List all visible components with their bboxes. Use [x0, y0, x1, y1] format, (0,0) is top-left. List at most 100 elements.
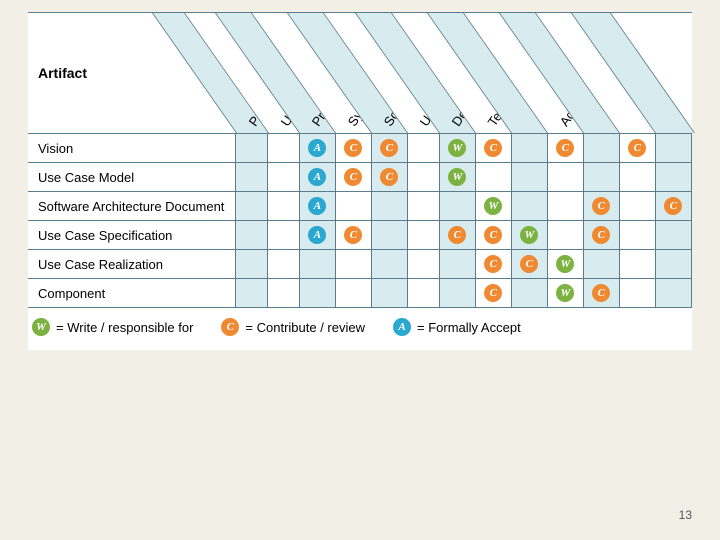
- badge-W: W: [32, 318, 50, 336]
- matrix-cell: [407, 163, 439, 192]
- matrix-cell: C: [655, 192, 691, 221]
- matrix-cell: [439, 279, 475, 308]
- matrix-cell: [583, 250, 619, 279]
- matrix-cell: C: [583, 192, 619, 221]
- badge-C: C: [484, 255, 502, 273]
- matrix-cell: [268, 163, 300, 192]
- matrix-cell: C: [619, 134, 655, 163]
- legend-item: W = Write / responsible for: [32, 318, 193, 336]
- matrix-card: Artifact Project OwnerUserProject Manage…: [28, 12, 692, 350]
- matrix-cell: [511, 163, 547, 192]
- artifact-name: Use Case Realization: [28, 250, 236, 279]
- page: Artifact Project OwnerUserProject Manage…: [0, 0, 720, 540]
- matrix-cell: [619, 250, 655, 279]
- matrix-cell: [371, 279, 407, 308]
- matrix-cell: [511, 279, 547, 308]
- badge-W: W: [556, 284, 574, 302]
- badge-C: C: [556, 139, 574, 157]
- badge-C: C: [344, 226, 362, 244]
- role-header: [655, 13, 691, 134]
- matrix-cell: A: [299, 163, 335, 192]
- matrix-cell: W: [439, 134, 475, 163]
- matrix-cell: C: [475, 221, 511, 250]
- badge-C: C: [484, 226, 502, 244]
- badge-C: C: [484, 139, 502, 157]
- matrix-cell: [335, 192, 371, 221]
- badge-C: C: [664, 197, 682, 215]
- matrix-cell: [655, 250, 691, 279]
- matrix-cell: A: [299, 192, 335, 221]
- matrix-cell: [268, 221, 300, 250]
- legend-text: = Contribute / review: [245, 320, 365, 335]
- header-row: Artifact Project OwnerUserProject Manage…: [28, 13, 692, 134]
- matrix-cell: W: [439, 163, 475, 192]
- badge-C: C: [520, 255, 538, 273]
- matrix-cell: [407, 279, 439, 308]
- matrix-cell: [236, 279, 268, 308]
- matrix-cell: C: [335, 163, 371, 192]
- matrix-cell: W: [511, 221, 547, 250]
- matrix-cell: C: [583, 221, 619, 250]
- badge-C: C: [628, 139, 646, 157]
- legend-text: = Formally Accept: [417, 320, 521, 335]
- matrix-cell: [439, 250, 475, 279]
- badge-C: C: [484, 284, 502, 302]
- matrix-cell: [335, 279, 371, 308]
- matrix-cell: [655, 134, 691, 163]
- matrix-cell: C: [371, 134, 407, 163]
- badge-W: W: [448, 168, 466, 186]
- matrix-cell: [268, 279, 300, 308]
- matrix-cell: [619, 192, 655, 221]
- matrix-cell: [655, 279, 691, 308]
- badge-A: A: [308, 197, 326, 215]
- matrix-cell: [439, 192, 475, 221]
- matrix-cell: [371, 221, 407, 250]
- matrix-cell: C: [371, 163, 407, 192]
- matrix-cell: [268, 192, 300, 221]
- badge-C: C: [344, 168, 362, 186]
- matrix-cell: [407, 250, 439, 279]
- matrix-cell: C: [511, 250, 547, 279]
- matrix-cell: [475, 163, 511, 192]
- matrix-cell: [236, 250, 268, 279]
- artifact-name: Software Architecture Document: [28, 192, 236, 221]
- matrix-cell: [619, 279, 655, 308]
- matrix-cell: [407, 221, 439, 250]
- badge-C: C: [221, 318, 239, 336]
- matrix-cell: [236, 192, 268, 221]
- badge-C: C: [448, 226, 466, 244]
- artifact-name: Use Case Specification: [28, 221, 236, 250]
- matrix-cell: [236, 221, 268, 250]
- artifact-row: Use Case SpecificationACCCWC: [28, 221, 692, 250]
- artifact-row: ComponentCWC: [28, 279, 692, 308]
- badge-C: C: [592, 226, 610, 244]
- badge-W: W: [484, 197, 502, 215]
- page-number: 13: [679, 508, 692, 522]
- badge-C: C: [380, 168, 398, 186]
- matrix-cell: [547, 221, 583, 250]
- matrix-cell: [547, 163, 583, 192]
- matrix-cell: [583, 163, 619, 192]
- badge-A: A: [308, 168, 326, 186]
- matrix-cell: C: [547, 134, 583, 163]
- badge-C: C: [592, 284, 610, 302]
- matrix-cell: [371, 250, 407, 279]
- badge-W: W: [520, 226, 538, 244]
- matrix-cell: [299, 279, 335, 308]
- badge-C: C: [592, 197, 610, 215]
- matrix-cell: [619, 221, 655, 250]
- matrix-cell: [547, 192, 583, 221]
- artifact-row: Use Case RealizationCCW: [28, 250, 692, 279]
- legend-item: A = Formally Accept: [393, 318, 521, 336]
- matrix-cell: [299, 250, 335, 279]
- matrix-cell: [511, 134, 547, 163]
- legend-text: = Write / responsible for: [56, 320, 193, 335]
- matrix-cell: [236, 163, 268, 192]
- matrix-cell: C: [475, 250, 511, 279]
- matrix-cell: W: [547, 250, 583, 279]
- artifact-row: VisionACCWCCC: [28, 134, 692, 163]
- badge-A: A: [308, 139, 326, 157]
- matrix-cell: C: [335, 221, 371, 250]
- badge-C: C: [380, 139, 398, 157]
- badge-W: W: [556, 255, 574, 273]
